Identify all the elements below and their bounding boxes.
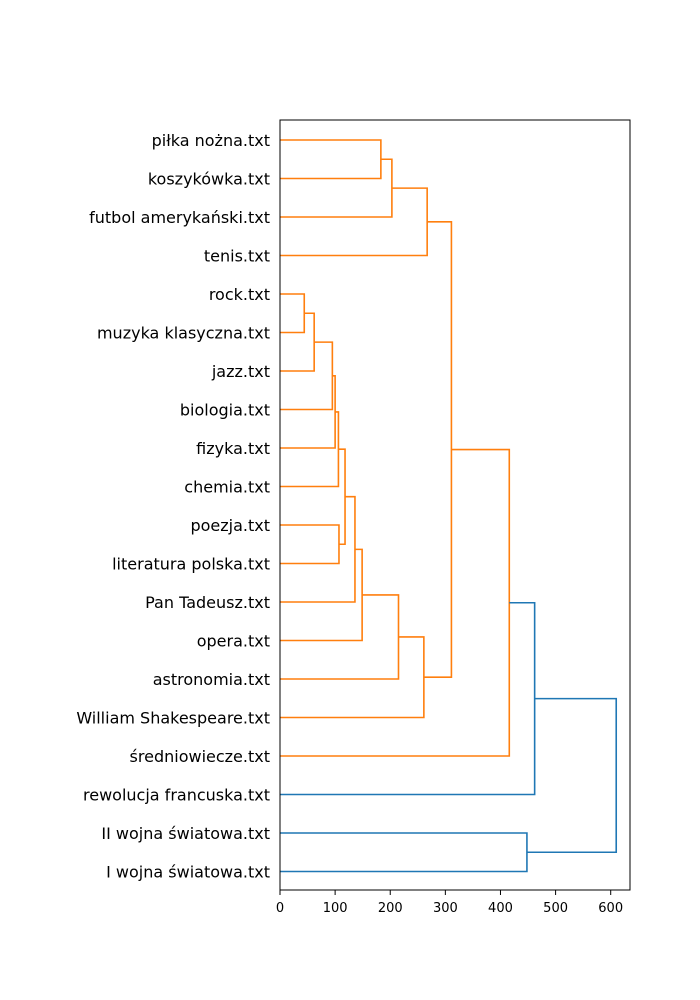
dendrogram-link [280,495,356,603]
dendrogram-link [526,697,618,854]
dendrogram-link [280,448,511,757]
x-axis: 0 100 200 300 400 500 600 [276,890,623,916]
dendrogram-links [280,139,618,873]
dendrogram-link [280,832,528,873]
x-tick-label: 500 [543,901,568,916]
leaf-label: rewolucja francuska.txt [83,786,270,805]
plot-frame [279,119,631,891]
x-tick-label: 0 [276,901,284,916]
leaf-label: literatura polska.txt [112,555,270,574]
leaf-label: piłka nożna.txt [152,131,270,150]
dendrogram-link [280,158,393,218]
dendrogram-link [280,312,315,372]
x-tick-label: 300 [433,901,458,916]
leaf-label: William Shakespeare.txt [76,709,270,728]
leaf-labels: piłka nożna.txt koszykówka.txt futbol amer… [76,131,270,882]
leaf-label: II wojna światowa.txt [101,824,270,843]
x-tick-label: 200 [378,901,403,916]
dendrogram-link [423,221,453,679]
dendrogram-link [280,636,425,719]
leaf-label: biologia.txt [180,401,270,420]
dendrogram-link [280,411,340,488]
dendrogram-link [280,293,306,334]
leaf-label: koszykówka.txt [148,170,270,189]
dendrogram-link [280,601,536,796]
leaf-label: tenis.txt [204,247,270,266]
leaf-label: rock.txt [209,285,270,304]
leaf-label: opera.txt [197,632,270,651]
leaf-label: I wojna światowa.txt [106,863,270,882]
x-tick-label: 400 [488,901,513,916]
leaf-label: średniowiecze.txt [130,747,270,766]
dendrogram-link [280,524,340,565]
leaf-label: futbol amerykański.txt [89,208,270,227]
leaf-label: chemia.txt [184,478,270,497]
x-tick-label: 100 [323,901,348,916]
dendrogram-link [280,139,382,180]
dendrogram-link [280,594,400,680]
x-tick-label: 600 [598,901,623,916]
leaf-label: astronomia.txt [153,670,270,689]
leaf-label: Pan Tadeusz.txt [145,593,270,612]
leaf-label: poezja.txt [190,516,270,535]
dendrogram-link [280,375,336,449]
leaf-label: fizyka.txt [196,439,270,458]
leaf-label: jazz.txt [211,362,270,381]
dendrogram-link [280,187,428,257]
dendrogram-link [280,341,334,411]
dendrogram-link [338,448,346,546]
leaf-label: muzyka klasyczna.txt [97,324,270,343]
